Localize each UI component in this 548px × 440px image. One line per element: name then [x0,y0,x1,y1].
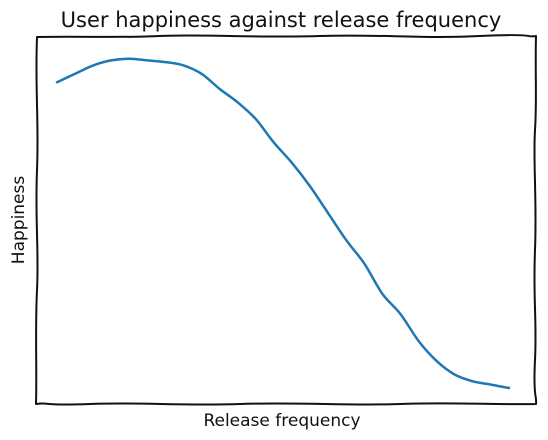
y-axis-label: Happiness [9,176,29,265]
series-layer [55,57,511,390]
x-axis-label: Release frequency [203,411,360,431]
chart-title: User happiness against release frequency [61,8,502,32]
series-line-0 [55,57,511,390]
plot-frame [35,34,538,406]
